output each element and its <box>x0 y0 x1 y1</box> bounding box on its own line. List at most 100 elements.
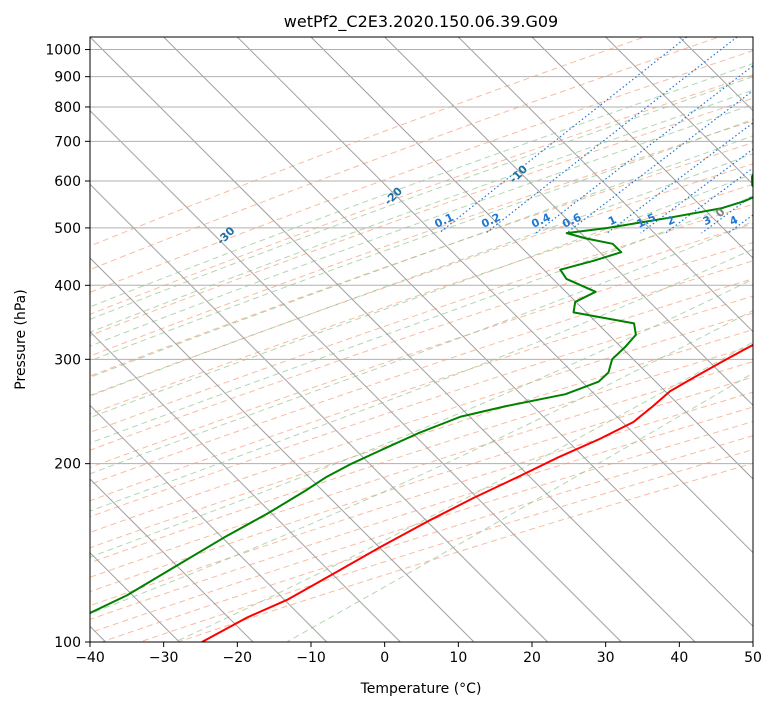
moist-adiabat-line <box>90 135 753 378</box>
moist-adiabats <box>90 63 753 642</box>
dry-adiabat-line <box>90 361 753 578</box>
x-tick-label: −40 <box>75 650 105 666</box>
dewpoint-profile-line <box>90 172 753 615</box>
y-tick-label: 500 <box>54 221 81 237</box>
dry-adiabat-line <box>90 183 753 415</box>
dry-adiabat-line <box>90 391 753 607</box>
mixing-ratio-line <box>665 167 753 234</box>
moist-adiabat-line <box>90 220 753 475</box>
moist-adiabat-label: -10 <box>507 162 530 185</box>
moist-adiabat-line <box>90 248 753 512</box>
isotherm-line <box>752 37 753 38</box>
isotherm-line <box>90 330 401 642</box>
dry-adiabat-line <box>90 50 753 293</box>
isotherm-line <box>457 37 753 333</box>
moist-adiabat-line <box>90 278 753 558</box>
dry-adiabat-line <box>90 223 753 451</box>
temperature-profile-line <box>201 343 753 642</box>
mixing-ratio-line <box>640 148 753 234</box>
moist-adiabat-line <box>90 76 753 320</box>
moist-adiabat-line <box>90 63 753 308</box>
isotherm-line <box>90 478 254 642</box>
y-tick-label: 200 <box>54 457 81 473</box>
dry-adiabat-line <box>90 241 753 469</box>
dry-adiabat-line <box>138 449 753 642</box>
x-tick-label: 0 <box>380 650 389 666</box>
isotherm-line <box>531 37 753 259</box>
dry-adiabat-line <box>90 260 753 485</box>
dry-adiabat-line <box>90 406 753 620</box>
dry-adiabat-line <box>90 345 753 564</box>
isotherm-line <box>90 37 696 642</box>
moist-adiabat-line <box>90 153 753 397</box>
y-axis-label: Pressure (hPa) <box>13 289 29 389</box>
mixing-ratio-label: 6 <box>766 213 775 228</box>
isotherm-line <box>605 37 753 186</box>
dry-adiabat-line <box>90 420 753 634</box>
isotherm-line <box>310 37 753 480</box>
x-axis-ticks: −40 −30 −20 −10 0 10 20 30 40 50 <box>75 642 762 666</box>
pressure-gridlines <box>90 49 753 642</box>
isopleth-labels: 0.10.20.40.611.52346810131620253036-100-… <box>214 162 775 247</box>
moist-adiabat-line <box>286 372 753 642</box>
y-tick-label: 1000 <box>45 43 81 59</box>
isotherm-line <box>90 109 622 642</box>
dry-adiabat-line <box>176 462 753 642</box>
dry-adiabat-line <box>90 203 753 433</box>
sounding-series <box>90 172 753 642</box>
y-tick-label: 800 <box>54 100 81 116</box>
y-axis-ticks: 100 200 300 400 500 600 700 800 900 1000 <box>45 43 90 651</box>
x-axis-label: Temperature (°C) <box>360 681 482 697</box>
moist-adiabat-line <box>90 118 753 362</box>
dry-adiabat-line <box>90 312 753 533</box>
dry-adiabat-line <box>90 376 753 593</box>
dry-adiabat-line <box>90 329 753 549</box>
chart-title: wetPf2_C2E3.2020.150.06.39.G09 <box>284 12 558 32</box>
x-tick-label: 10 <box>449 650 467 666</box>
isotherm-line <box>90 183 549 642</box>
moist-adiabat-line <box>90 103 753 347</box>
plot-frame <box>89 36 754 643</box>
moist-adiabat-line <box>90 173 753 419</box>
dry-adiabat-line <box>90 37 721 271</box>
mixing-ratio-label: 4 <box>728 213 741 228</box>
dry-adiabat-line <box>90 295 753 518</box>
moist-adiabat-line <box>90 309 753 615</box>
isotherm-line <box>678 37 753 112</box>
mixing-ratio-line <box>485 37 739 234</box>
mixing-ratio-line <box>535 65 753 234</box>
isotherm-line <box>163 37 753 628</box>
y-tick-label: 600 <box>54 174 81 190</box>
isotherm-line <box>90 257 475 642</box>
dry-adiabat-line <box>90 97 753 337</box>
dry-adiabat-line <box>90 74 753 315</box>
dry-adiabat-line <box>90 120 753 357</box>
mixing-ratio-label: 2 <box>665 213 677 228</box>
x-tick-label: 30 <box>597 650 615 666</box>
dry-adiabat-line <box>90 142 753 377</box>
isotherm-line <box>90 404 328 642</box>
y-tick-label: 100 <box>54 635 81 651</box>
x-tick-label: −10 <box>296 650 326 666</box>
x-tick-label: 20 <box>523 650 541 666</box>
x-tick-label: −30 <box>149 650 179 666</box>
y-tick-label: 300 <box>54 352 81 368</box>
dry-adiabats <box>90 37 753 642</box>
mixing-ratio-line <box>566 89 753 234</box>
x-tick-label: 50 <box>744 650 762 666</box>
dry-adiabat-line <box>90 163 753 396</box>
isotherms <box>90 37 753 642</box>
moist-adiabat-line <box>90 89 753 333</box>
x-tick-label: −20 <box>223 650 253 666</box>
dry-adiabat-line <box>90 278 753 502</box>
isotherm-line <box>384 37 753 407</box>
plot-area: 0.10.20.40.611.52346810131620253036-100-… <box>90 35 775 642</box>
y-tick-label: 700 <box>54 134 81 150</box>
mixing-ratio-line <box>767 35 775 234</box>
isotherm-line <box>236 37 753 554</box>
mixing-ratio-lines <box>438 35 775 234</box>
y-tick-label: 900 <box>54 70 81 86</box>
x-tick-label: 40 <box>670 650 688 666</box>
